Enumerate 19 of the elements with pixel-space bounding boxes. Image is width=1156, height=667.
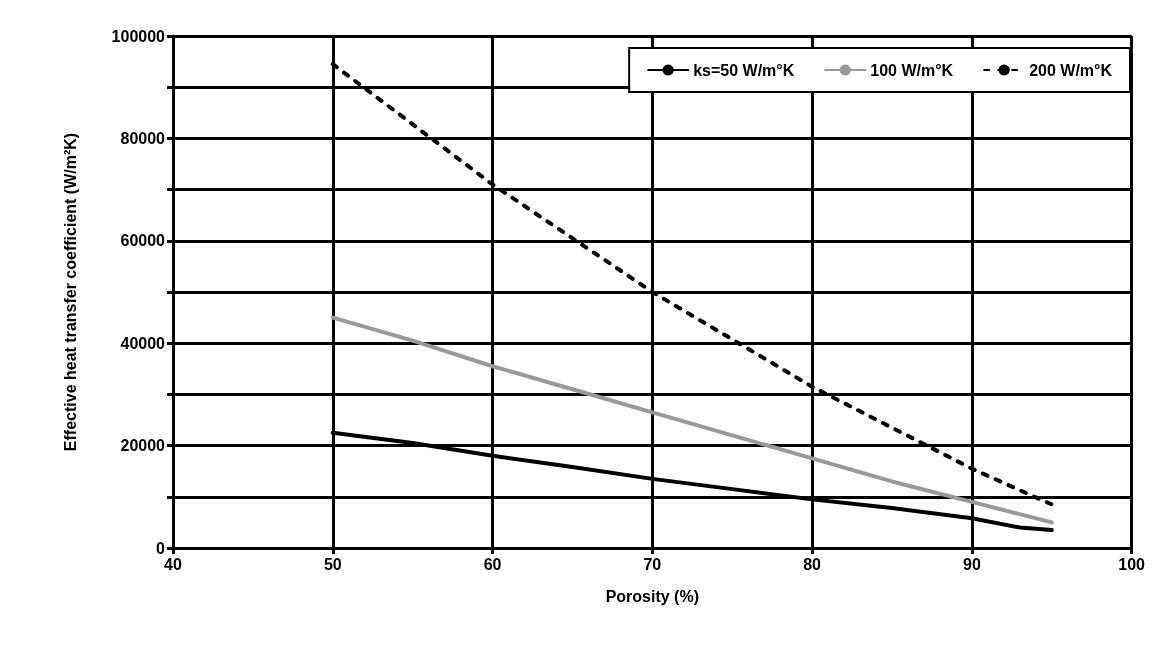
y-tick-label: 0 [156, 539, 166, 557]
y-tick-label: 60000 [120, 232, 166, 250]
x-tick-label: 50 [323, 555, 342, 573]
x-tick-label: 90 [962, 555, 981, 573]
y-tick-label: 80000 [120, 129, 166, 147]
x-axis-title: Porosity (%) [605, 587, 699, 605]
x-tick-label: 60 [483, 555, 502, 573]
y-axis-title: Effective heat transfer coefficient (W/m²K) [61, 132, 79, 452]
legend-label: 100 W/m°K [870, 61, 954, 79]
y-tick-label: 20000 [120, 437, 166, 455]
x-tick-label: 40 [164, 555, 182, 573]
x-tick-label: 80 [803, 555, 822, 573]
legend-label: ks=50 W/m°K [693, 61, 795, 79]
line-series [330, 315, 1054, 525]
y-tick-label: 100000 [111, 27, 166, 45]
x-tick-label: 70 [643, 555, 662, 573]
legend-label: 200 W/m°K [1029, 61, 1113, 79]
x-tick-label: 100 [1118, 555, 1146, 573]
y-tick-label: 40000 [120, 334, 166, 352]
